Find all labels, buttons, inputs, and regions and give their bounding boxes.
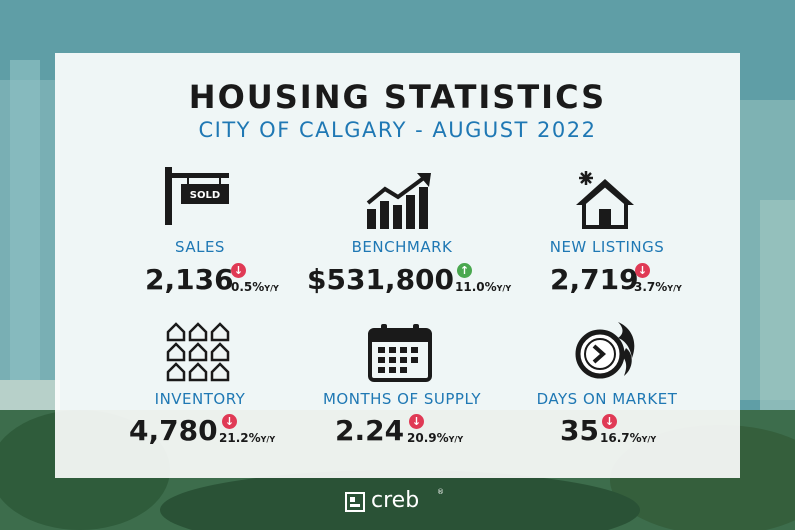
stat-value-row: 4,780 ↓ 21.2%Y/Y: [85, 414, 315, 452]
stat-value: 2,719: [550, 263, 639, 296]
down-arrow-icon: ↓: [222, 414, 237, 429]
down-arrow-icon: ↓: [635, 263, 650, 278]
stat-new-listings: NEW LISTINGS 2,719 ↓ 3.7%Y/Y: [492, 165, 722, 305]
registered-mark: ®: [437, 488, 444, 496]
stat-value: 4,780: [129, 414, 218, 447]
down-arrow-icon: ↓: [409, 414, 424, 429]
stat-inventory: INVENTORY 4,780 ↓ 21.2%Y/Y: [85, 318, 315, 458]
up-arrow-icon: ↑: [457, 263, 472, 278]
stat-value-row: 2,136 ↓ 0.5%Y/Y: [85, 263, 315, 301]
stat-label: DAYS ON MARKET: [536, 390, 678, 408]
down-arrow-icon: ↓: [602, 414, 617, 429]
stat-change: 3.7%Y/Y: [634, 280, 682, 294]
calendar-icon: [368, 324, 432, 382]
stat-label: INVENTORY: [154, 390, 246, 408]
stat-change: 20.9%Y/Y: [407, 431, 464, 445]
down-arrow-icon: ↓: [231, 263, 246, 278]
stat-change: 21.2%Y/Y: [219, 431, 276, 445]
stat-change: 0.5%Y/Y: [231, 280, 279, 294]
houses-grid-icon: [166, 322, 230, 382]
stat-value-row: 35 ↓ 16.7%Y/Y: [492, 414, 722, 452]
stat-value-row: 2.24 ↓ 20.9%Y/Y: [287, 414, 517, 452]
stats-card: [55, 53, 740, 478]
stat-label: BENCHMARK: [351, 238, 453, 256]
page-title: HOUSING STATISTICS: [188, 78, 607, 116]
stat-value: 35: [560, 414, 599, 447]
stat-label: SALES: [175, 238, 225, 256]
stat-value-row: $531,800 ↑ 11.0%Y/Y: [287, 263, 517, 301]
trending-up-chart-icon: [366, 173, 431, 229]
stat-label: MONTHS OF SUPPLY: [322, 390, 482, 408]
stat-sales: SOLD SALES 2,136 ↓ 0.5%Y/Y: [85, 165, 315, 305]
new-house-icon: [576, 171, 634, 229]
stat-change: 16.7%Y/Y: [600, 431, 657, 445]
fast-clock-icon: [575, 322, 635, 379]
creb-logo-text: creb: [371, 488, 420, 513]
stat-benchmark: BENCHMARK $531,800 ↑ 11.0%Y/Y: [287, 165, 517, 305]
stat-value: $531,800: [307, 263, 455, 296]
stat-change: 11.0%Y/Y: [455, 280, 512, 294]
stat-value: 2.24: [335, 414, 405, 447]
page-subtitle: CITY OF CALGARY - AUGUST 2022: [198, 118, 597, 142]
stat-value-row: 2,719 ↓ 3.7%Y/Y: [492, 263, 722, 301]
stat-days-on-market: DAYS ON MARKET 35 ↓ 16.7%Y/Y: [492, 318, 722, 458]
sold-sign-icon: SOLD: [165, 167, 229, 225]
stat-months-of-supply: MONTHS OF SUPPLY 2.24 ↓ 20.9%Y/Y: [287, 318, 517, 458]
stat-label: NEW LISTINGS: [549, 238, 665, 256]
creb-logo-icon: [345, 492, 365, 512]
sold-sign-text: SOLD: [190, 190, 220, 201]
creb-logo: creb ®: [345, 488, 455, 516]
stat-value: 2,136: [145, 263, 234, 296]
